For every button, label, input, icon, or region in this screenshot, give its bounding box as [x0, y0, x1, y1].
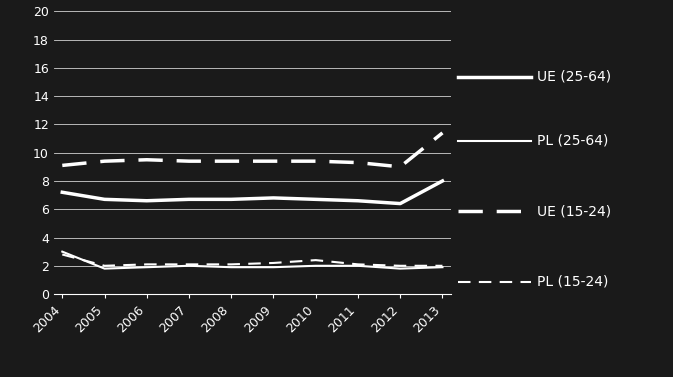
Text: UE (25-64): UE (25-64): [537, 69, 611, 84]
Text: UE (15-24): UE (15-24): [537, 204, 611, 218]
Text: PL (15-24): PL (15-24): [537, 274, 608, 289]
Text: PL (25-64): PL (25-64): [537, 133, 608, 148]
